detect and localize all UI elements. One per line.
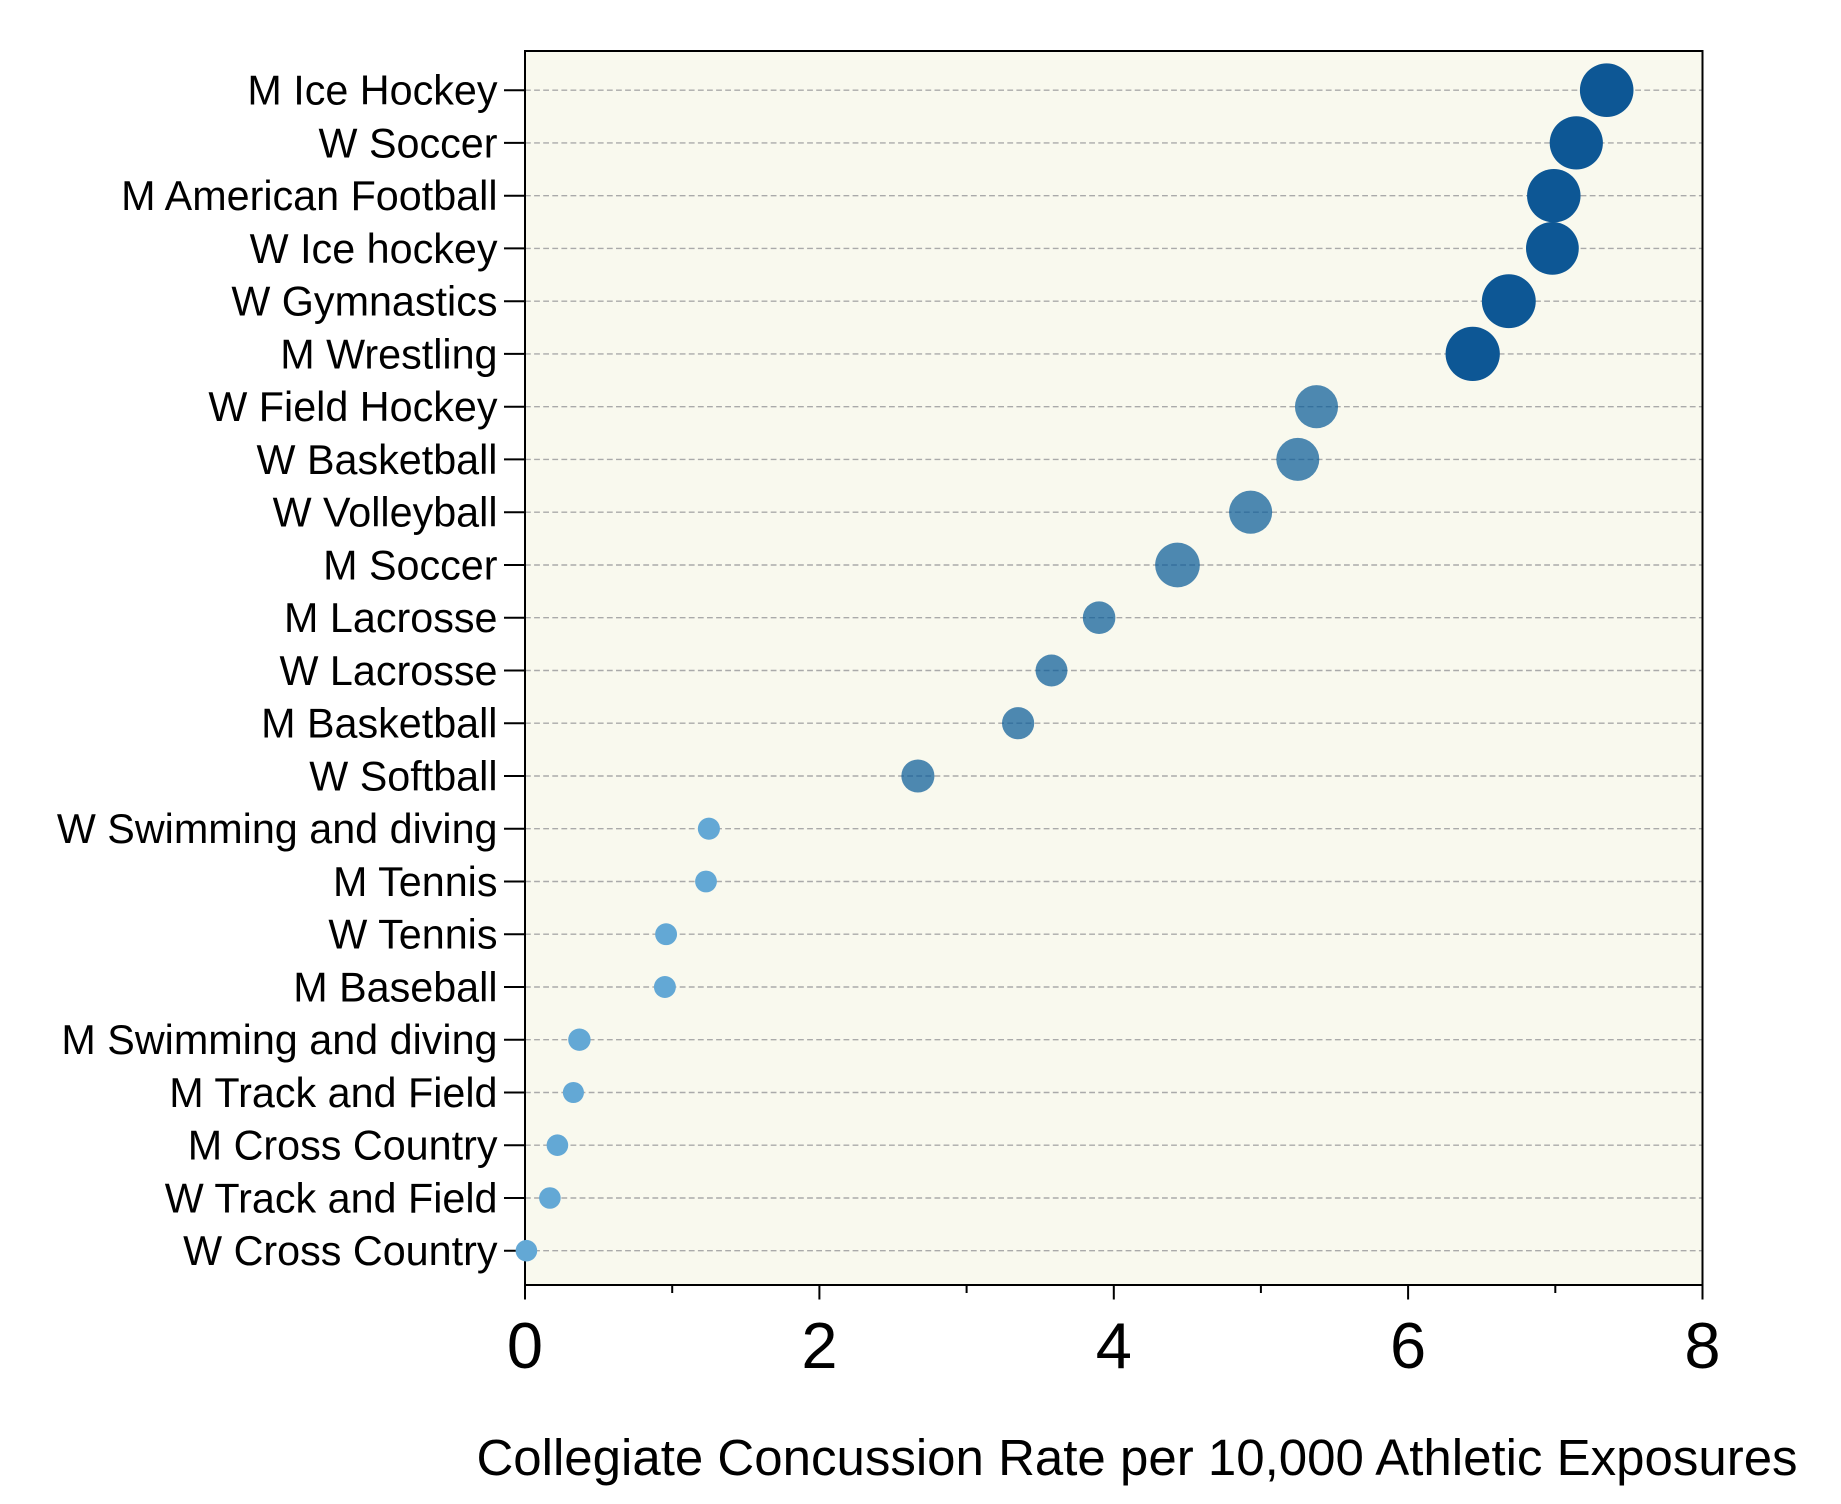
svg-text:M Cross Country: M Cross Country [188, 1123, 498, 1169]
svg-text:Collegiate Concussion Rate per: Collegiate Concussion Rate per 10,000 At… [476, 1429, 1797, 1486]
svg-text:W Gymnastics: W Gymnastics [231, 279, 497, 325]
svg-text:W Swimming and diving: W Swimming and diving [57, 806, 498, 852]
svg-text:W Ice hockey: W Ice hockey [250, 226, 498, 272]
svg-text:4: 4 [1096, 1309, 1132, 1382]
svg-text:M Basketball: M Basketball [261, 701, 497, 747]
svg-text:6: 6 [1390, 1309, 1426, 1382]
svg-text:2: 2 [801, 1309, 837, 1382]
svg-text:W Soccer: W Soccer [319, 120, 498, 166]
svg-text:W Lacrosse: W Lacrosse [279, 648, 497, 694]
svg-text:0: 0 [507, 1309, 543, 1382]
svg-text:8: 8 [1684, 1309, 1720, 1382]
svg-text:M Baseball: M Baseball [293, 964, 497, 1010]
svg-text:W Tennis: W Tennis [328, 912, 497, 958]
svg-text:M Soccer: M Soccer [323, 542, 498, 588]
svg-text:W Cross Country: W Cross Country [183, 1228, 498, 1274]
svg-text:W Volleyball: W Volleyball [273, 490, 498, 536]
svg-text:W Field Hockey: W Field Hockey [208, 384, 497, 430]
svg-text:W Basketball: W Basketball [257, 437, 498, 483]
svg-text:M Lacrosse: M Lacrosse [284, 595, 497, 641]
svg-text:M American Football: M American Football [121, 173, 497, 219]
svg-text:M Ice Hockey: M Ice Hockey [247, 68, 497, 114]
svg-text:M Track and Field: M Track and Field [169, 1070, 497, 1116]
svg-text:M Swimming and diving: M Swimming and diving [61, 1017, 497, 1063]
svg-text:M Wrestling: M Wrestling [280, 331, 497, 377]
svg-text:M Tennis: M Tennis [333, 859, 498, 905]
svg-text:W Softball: W Softball [309, 753, 497, 799]
svg-text:W Track and Field: W Track and Field [165, 1175, 498, 1221]
